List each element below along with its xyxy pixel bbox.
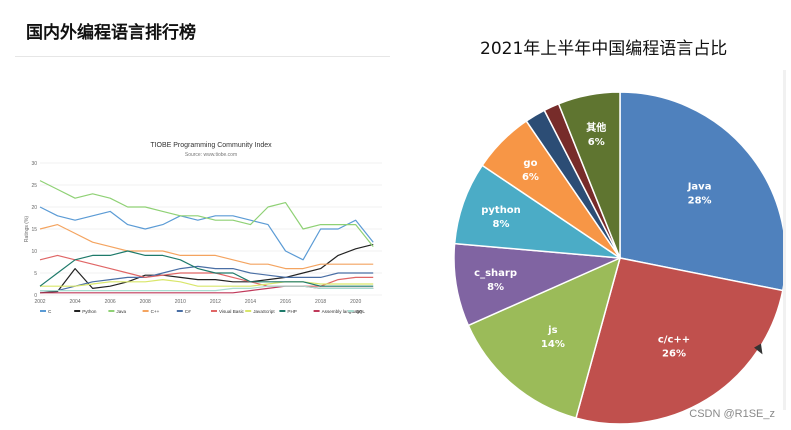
slice-value-label: 8% [487, 282, 504, 293]
legend-label: Assembly language [322, 309, 363, 314]
slice-value-label: 26% [662, 349, 686, 360]
legend-label: Visual Basic [219, 309, 245, 314]
legend-label: C++ [151, 309, 160, 314]
x-tick-label: 2002 [34, 299, 45, 305]
legend-label: Java [116, 309, 126, 314]
y-tick-label: 25 [31, 183, 37, 189]
slice-label: c/c++ [658, 335, 690, 346]
slice-value-label: 6% [588, 137, 605, 148]
pie-chart-title: 2021年上半年中国编程语言占比 [480, 39, 728, 59]
x-tick-label: 2018 [315, 299, 326, 305]
slice-label: 其他 [586, 121, 606, 134]
x-tick-label: 2020 [350, 299, 361, 305]
x-tick-label: 2006 [105, 299, 116, 305]
x-tick-label: 2014 [245, 299, 256, 305]
slice-label: python [481, 205, 521, 216]
slice-label: Java [687, 182, 712, 193]
legend-label: C [48, 309, 52, 314]
x-tick-label: 2008 [140, 299, 151, 305]
slice-value-label: 28% [688, 196, 712, 207]
legend-label: SQL [356, 309, 366, 314]
series-line-assembly-language [40, 285, 374, 294]
y-tick-label: 10 [31, 249, 37, 255]
slice-value-label: 14% [541, 339, 565, 350]
x-tick-label: 2010 [175, 299, 186, 305]
y-tick-label: 30 [31, 161, 37, 167]
vertical-scrollbar[interactable] [783, 70, 786, 410]
slice-label: c_sharp [474, 268, 517, 279]
tiobe-chart-panel: TIOBE Programming Community Index Source:… [20, 135, 388, 325]
y-tick-label: 15 [31, 227, 37, 233]
x-tick-label: 2016 [280, 299, 291, 305]
series-line-javascript [40, 279, 374, 287]
pie-slice-js [467, 256, 622, 419]
x-tick-label: 2004 [70, 299, 81, 305]
divider [15, 56, 390, 57]
series-line-python [39, 243, 374, 294]
series-line-sql [40, 285, 374, 292]
pie-slice-c-c- [575, 257, 784, 425]
series-line-visual-basic [39, 254, 374, 287]
series-line-java [39, 180, 374, 247]
x-tick-label: 2012 [210, 299, 221, 305]
y-tick-label: 5 [34, 271, 37, 277]
y-tick-label: 20 [31, 205, 37, 211]
tiobe-title: TIOBE Programming Community Index [150, 142, 272, 149]
series-line-c- [39, 223, 374, 270]
watermark: CSDN @R1SE_z [689, 408, 775, 420]
legend-label: C# [185, 309, 191, 314]
slide-title: 国内外编程语言排行榜 [26, 23, 196, 43]
slice-label: go [523, 158, 537, 169]
pie-slice-- [557, 91, 621, 259]
pie-chart-panel: Java 28% c/c++ 26% js 14% c_sharp 8% python 8% go 6… [449, 90, 790, 426]
series-line-php [39, 250, 374, 287]
slice-label: js [547, 325, 557, 336]
y-tick-label: 0 [34, 293, 37, 299]
legend-label: PHP [287, 309, 296, 314]
y-axis-label: Ratings (%) [24, 216, 30, 242]
slice-value-label: 8% [493, 219, 510, 230]
pie-chart: Java 28% c/c++ 26% js 14% c_sharp 8% python 8% go 6… [453, 91, 787, 425]
slice-value-label: 6% [522, 172, 539, 183]
tiobe-line-chart: TIOBE Programming Community Index Source:… [24, 142, 382, 314]
legend-label: Python [82, 309, 97, 314]
legend-label: JavaScript [253, 309, 275, 314]
tiobe-subtitle: Source: www.tiobe.com [185, 152, 237, 158]
series-line-c [39, 206, 374, 261]
series-line-c- [40, 265, 374, 292]
